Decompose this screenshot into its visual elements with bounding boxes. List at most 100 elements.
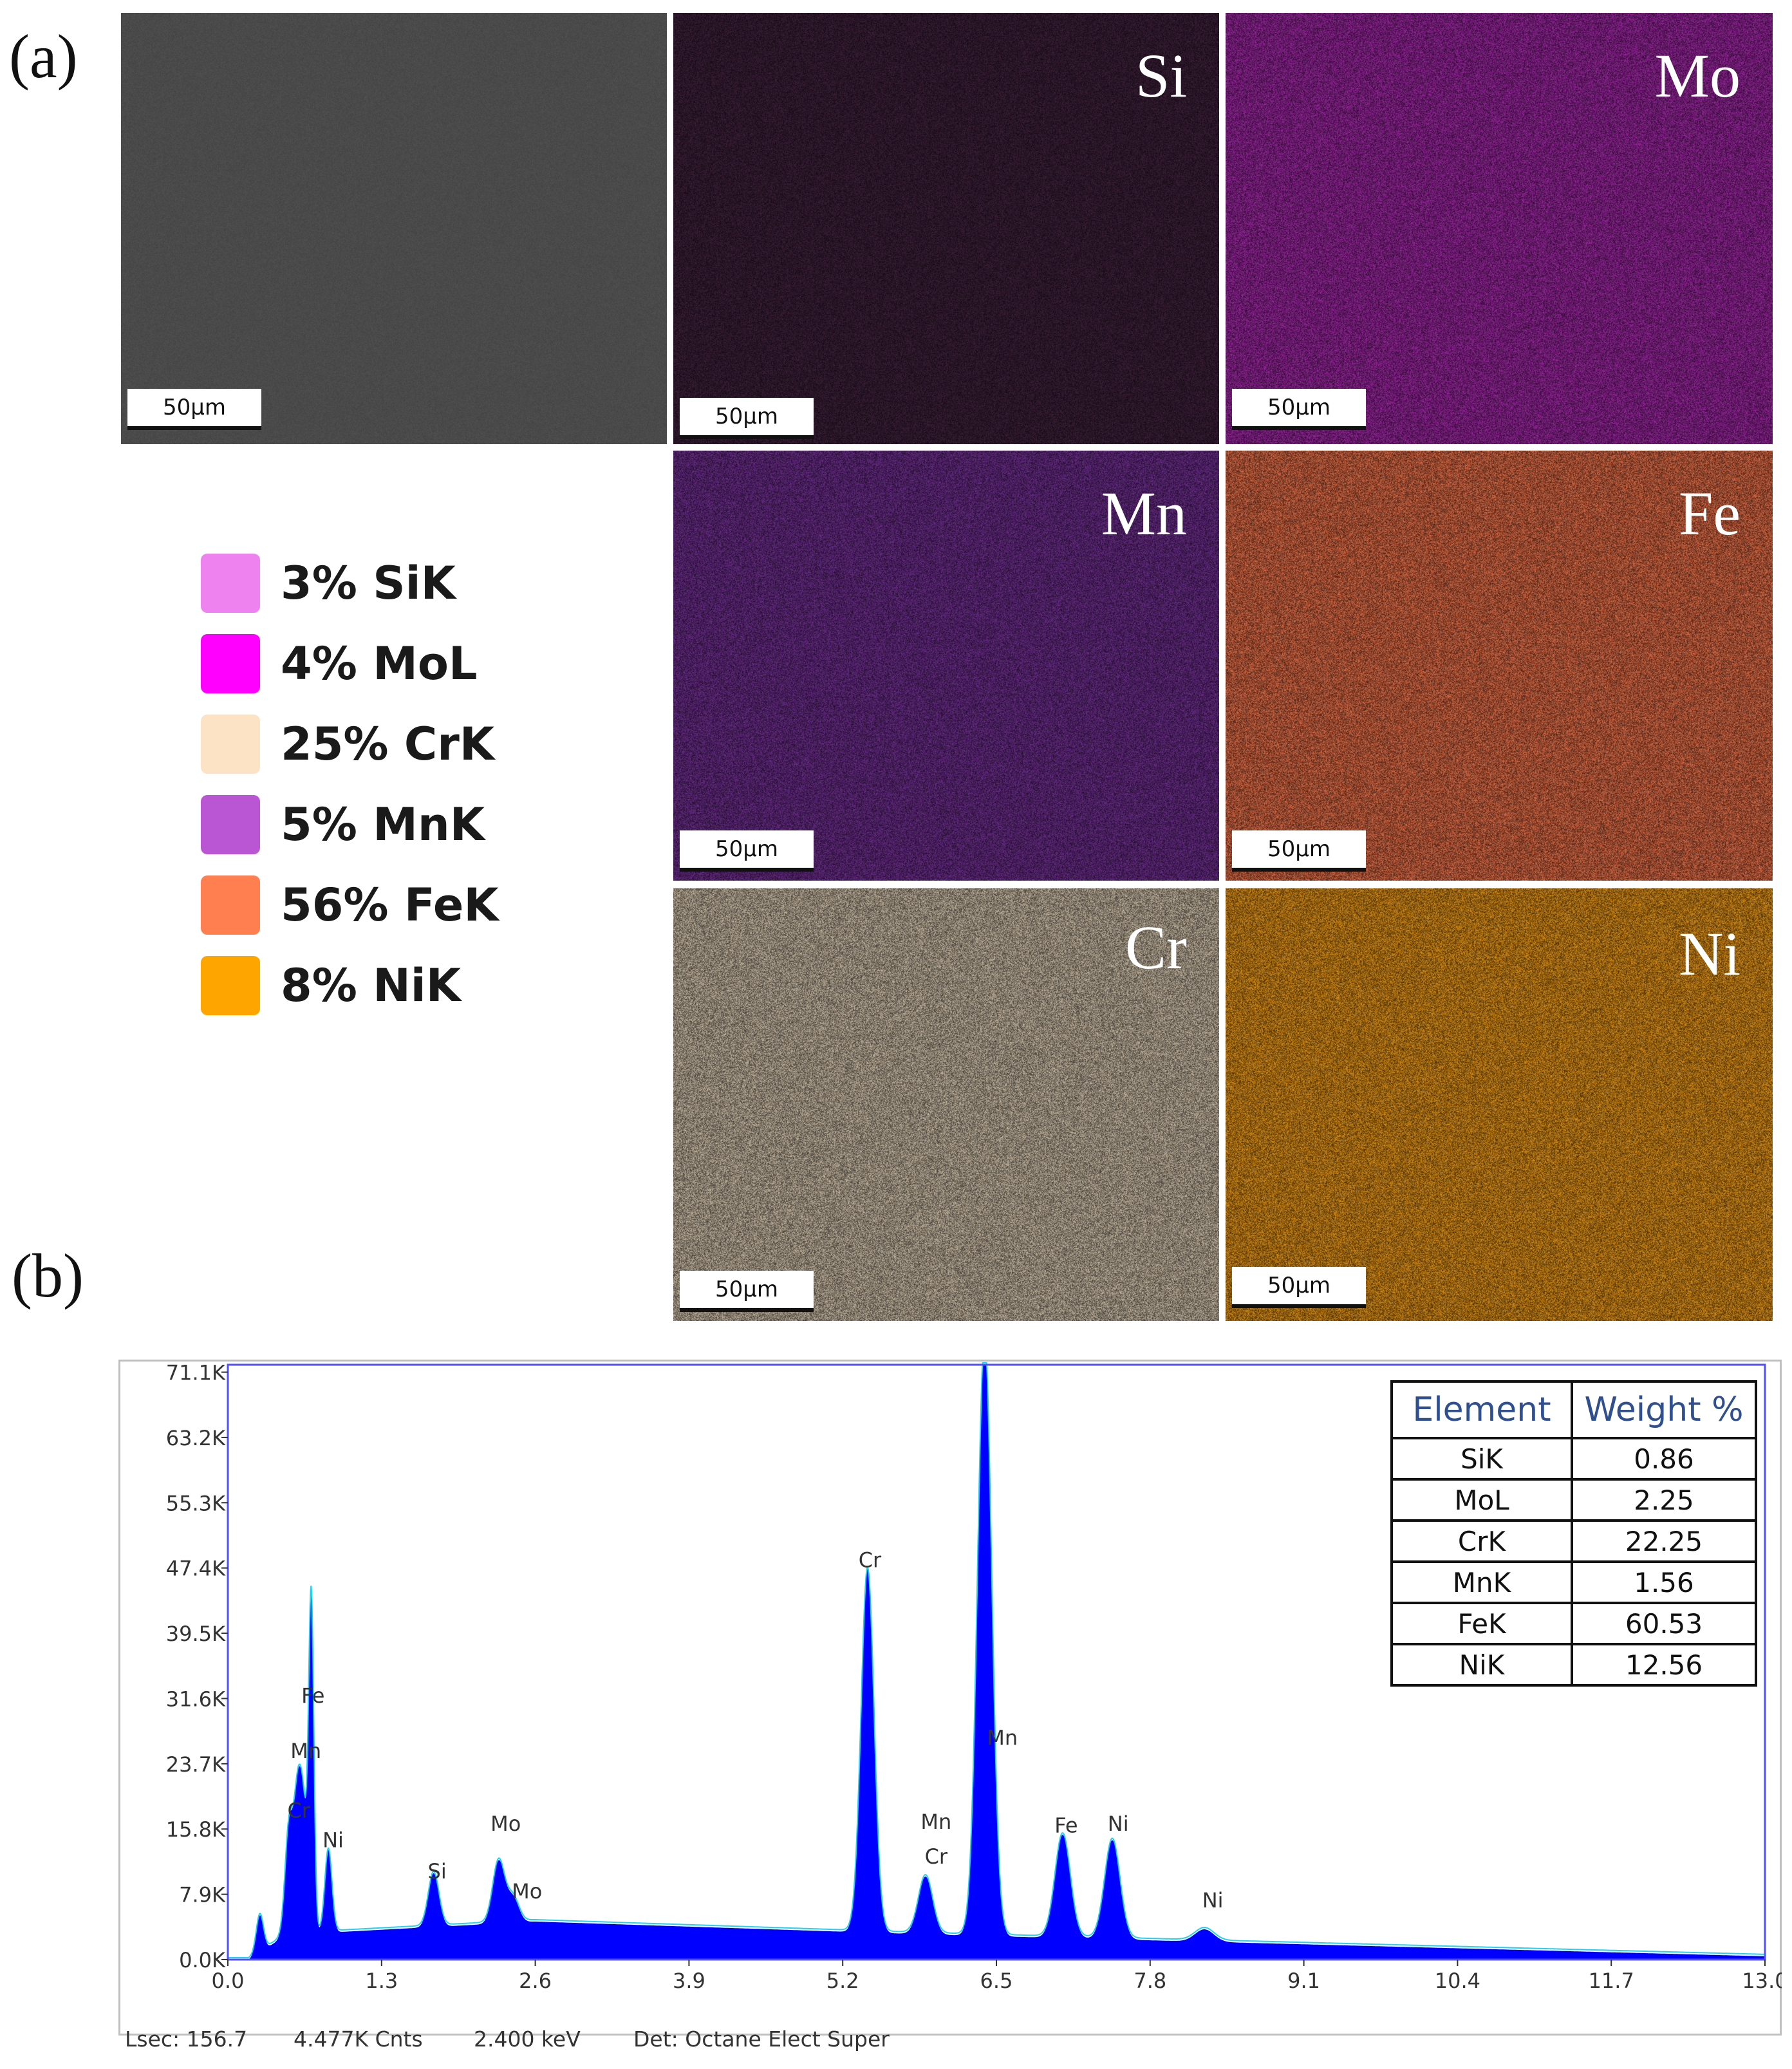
peak-label: Ni [1202,1888,1224,1913]
y-tick-label: 47.4K [166,1557,226,1581]
map-image [673,451,1219,881]
legend-label: 3% SiK [281,557,456,610]
peak-label: Si [428,1859,447,1884]
x-tick-label: 2.6 [519,1969,552,1993]
weight-cell: 1.56 [1571,1560,1757,1604]
element-label: Mo [1654,41,1741,110]
y-tick-label: 71.1K [166,1361,226,1385]
sem-image [121,13,667,444]
legend-label: 4% MoL [281,637,478,690]
peak-label: Cr [287,1798,310,1822]
column-header-element: Element [1390,1380,1573,1439]
table-row: CrK 22.25 [1390,1519,1757,1563]
y-tick-label: 63.2K [166,1426,226,1450]
legend-label: 25% CrK [281,718,495,771]
y-tick-label: 31.6K [166,1687,226,1711]
eds-spectrum-chart: 0.0 1.3 2.6 3.9 5.2 6.5 7.8 9.1 10.4 11.7 13.0 0.0K… [166,1361,1782,1993]
peak-label: Mn [290,1739,321,1763]
legend-item-fek: 56% FeK [201,875,499,935]
legend-swatch [201,956,260,1015]
legend-swatch [201,554,260,613]
weight-cell: 22.25 [1571,1519,1757,1563]
table-row: MnK 1.56 [1390,1560,1757,1604]
map-image [1226,13,1773,444]
peak-label: Mn [920,1810,951,1834]
spectrum-fill [228,1365,1765,1960]
legend-item-nik: 8% NiK [201,956,499,1015]
weight-cell: 0.86 [1571,1437,1757,1481]
scale-bar: 50µm [1232,1267,1366,1308]
x-tick-label: 1.3 [365,1969,398,1993]
peak-label: Fe [301,1683,324,1708]
x-tick-label: 0.0 [212,1969,245,1993]
element-cell: SiK [1390,1437,1573,1481]
element-cell: MoL [1390,1478,1573,1522]
scale-bar: 50µm [127,389,261,430]
element-label: Mn [1101,479,1187,548]
weight-cell: 60.53 [1571,1602,1757,1645]
legend-swatch [201,634,260,693]
y-tick-label: 39.5K [166,1622,226,1646]
column-header-weight: Weight % [1571,1380,1757,1439]
peak-label: Ni [1108,1812,1129,1836]
eds-map-mn: Mn 50µm [673,451,1219,881]
peak-label: Mn [987,1725,1018,1750]
live-seconds: Lsec: 156.7 [125,2027,248,2052]
x-tick-label: 6.5 [980,1969,1013,1993]
eds-map-mo: Mo 50µm [1226,13,1773,444]
x-tick-label: 9.1 [1287,1969,1320,1993]
eds-map-fe: Fe 50µm [1226,451,1773,881]
legend-swatch [201,795,260,854]
table-row: NiK 12.56 [1390,1643,1757,1687]
panel-b-label: (b) [12,1241,84,1310]
cursor-energy: 2.400 keV [474,2027,581,2052]
peak-label: Mo [512,1879,542,1904]
element-label: Fe [1679,479,1741,548]
legend-item-sik: 3% SiK [201,554,499,613]
element-legend: 3% SiK 4% MoL 25% CrK 5% MnK 56% FeK 8% … [201,554,499,1036]
legend-item-mnk: 5% MnK [201,795,499,854]
element-cell: CrK [1390,1519,1573,1563]
eds-map-si: Si 50µm [673,13,1219,444]
weight-percent-table: Element Weight % SiK 0.86 MoL 2.25 CrK 2… [1390,1380,1757,1687]
weight-cell: 12.56 [1571,1643,1757,1687]
spectrum-outline [228,1362,1766,1958]
x-tick-label: 3.9 [673,1969,705,1993]
y-tick-label: 0.0K [179,1948,226,1972]
y-tick-label: 15.8K [166,1817,226,1842]
scale-bar: 50µm [680,398,814,439]
table-header-row: Element Weight % [1390,1380,1757,1439]
legend-label: 56% FeK [281,879,499,932]
weight-cell: 2.25 [1571,1478,1757,1522]
table-row: SiK 0.86 [1390,1437,1757,1481]
element-label: Ni [1679,919,1741,988]
element-label: Cr [1125,913,1187,982]
x-tick-label: 7.8 [1134,1969,1166,1993]
peak-label: Fe [1054,1813,1078,1837]
x-tick-label: 13.0 [1742,1969,1782,1993]
y-tick-label: 7.9K [179,1883,226,1907]
element-label: Si [1135,41,1187,110]
peak-label: Cr [925,1844,948,1869]
x-tick-label: 11.7 [1589,1969,1634,1993]
y-tick-label: 23.7K [166,1752,226,1777]
scale-bar: 50µm [1232,389,1366,430]
table-row: MoL 2.25 [1390,1478,1757,1522]
map-image [1226,451,1773,881]
legend-label: 8% NiK [281,959,462,1012]
peak-label: Mo [490,1812,521,1836]
x-tick-label: 10.4 [1435,1969,1480,1993]
x-tick-label: 5.2 [826,1969,859,1993]
sem-image-tile: 50µm [121,13,667,444]
map-image [673,888,1219,1321]
peak-label: Cr [859,1548,882,1572]
scale-bar: 50µm [680,830,814,872]
eds-map-cr: Cr 50µm [673,888,1219,1321]
scale-bar: 50µm [680,1271,814,1312]
table-row: FeK 60.53 [1390,1602,1757,1645]
legend-swatch [201,715,260,774]
total-counts: 4.477K Cnts [294,2027,423,2052]
y-tick-label: 55.3K [166,1491,226,1515]
peak-label: Ni [322,1828,344,1852]
map-image [1226,888,1773,1321]
